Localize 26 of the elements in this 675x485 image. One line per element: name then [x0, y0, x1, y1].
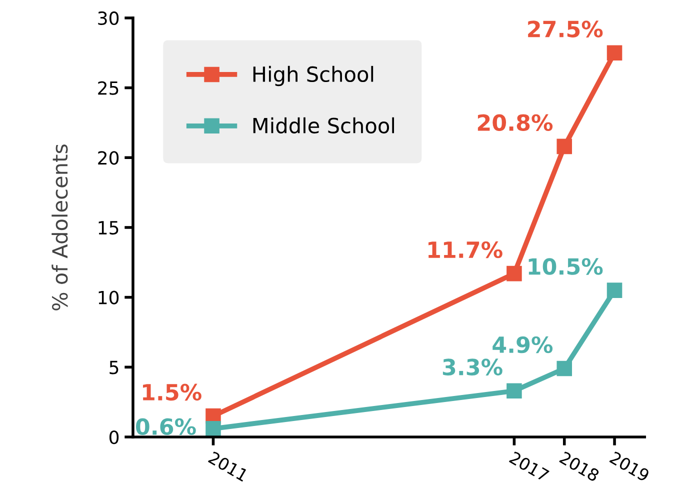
- legend-label: Middle School: [253, 117, 394, 134]
- y-axis-title: % of Adolecents: [52, 144, 68, 310]
- data-label: 20.8%: [478, 114, 553, 132]
- point: [606, 282, 622, 298]
- data-label: 10.5%: [528, 258, 603, 275]
- data-label: 27.5%: [528, 20, 603, 38]
- point: [606, 45, 622, 61]
- y-tick-label: 25: [98, 81, 118, 95]
- legend-label: High School: [253, 66, 374, 86]
- x-tick-label: 2017: [508, 451, 550, 482]
- point: [506, 383, 522, 399]
- point: [506, 266, 522, 282]
- data-label: 1.5%: [143, 384, 202, 401]
- y-tick-label: 15: [98, 221, 118, 235]
- data-label: 3.3%: [442, 358, 502, 376]
- data-label: 4.9%: [492, 336, 553, 354]
- point: [556, 360, 572, 376]
- y-tick-label: 30: [98, 11, 119, 26]
- y-tick-label: 20: [98, 151, 119, 165]
- point: [206, 420, 221, 436]
- data-label: 0.6%: [136, 418, 196, 436]
- data-label: 11.7%: [428, 241, 502, 258]
- y-tick-label: 5: [110, 360, 118, 374]
- y-tick-label: 10: [98, 290, 119, 304]
- point: [556, 138, 572, 154]
- y-tick-label: 0: [109, 430, 119, 444]
